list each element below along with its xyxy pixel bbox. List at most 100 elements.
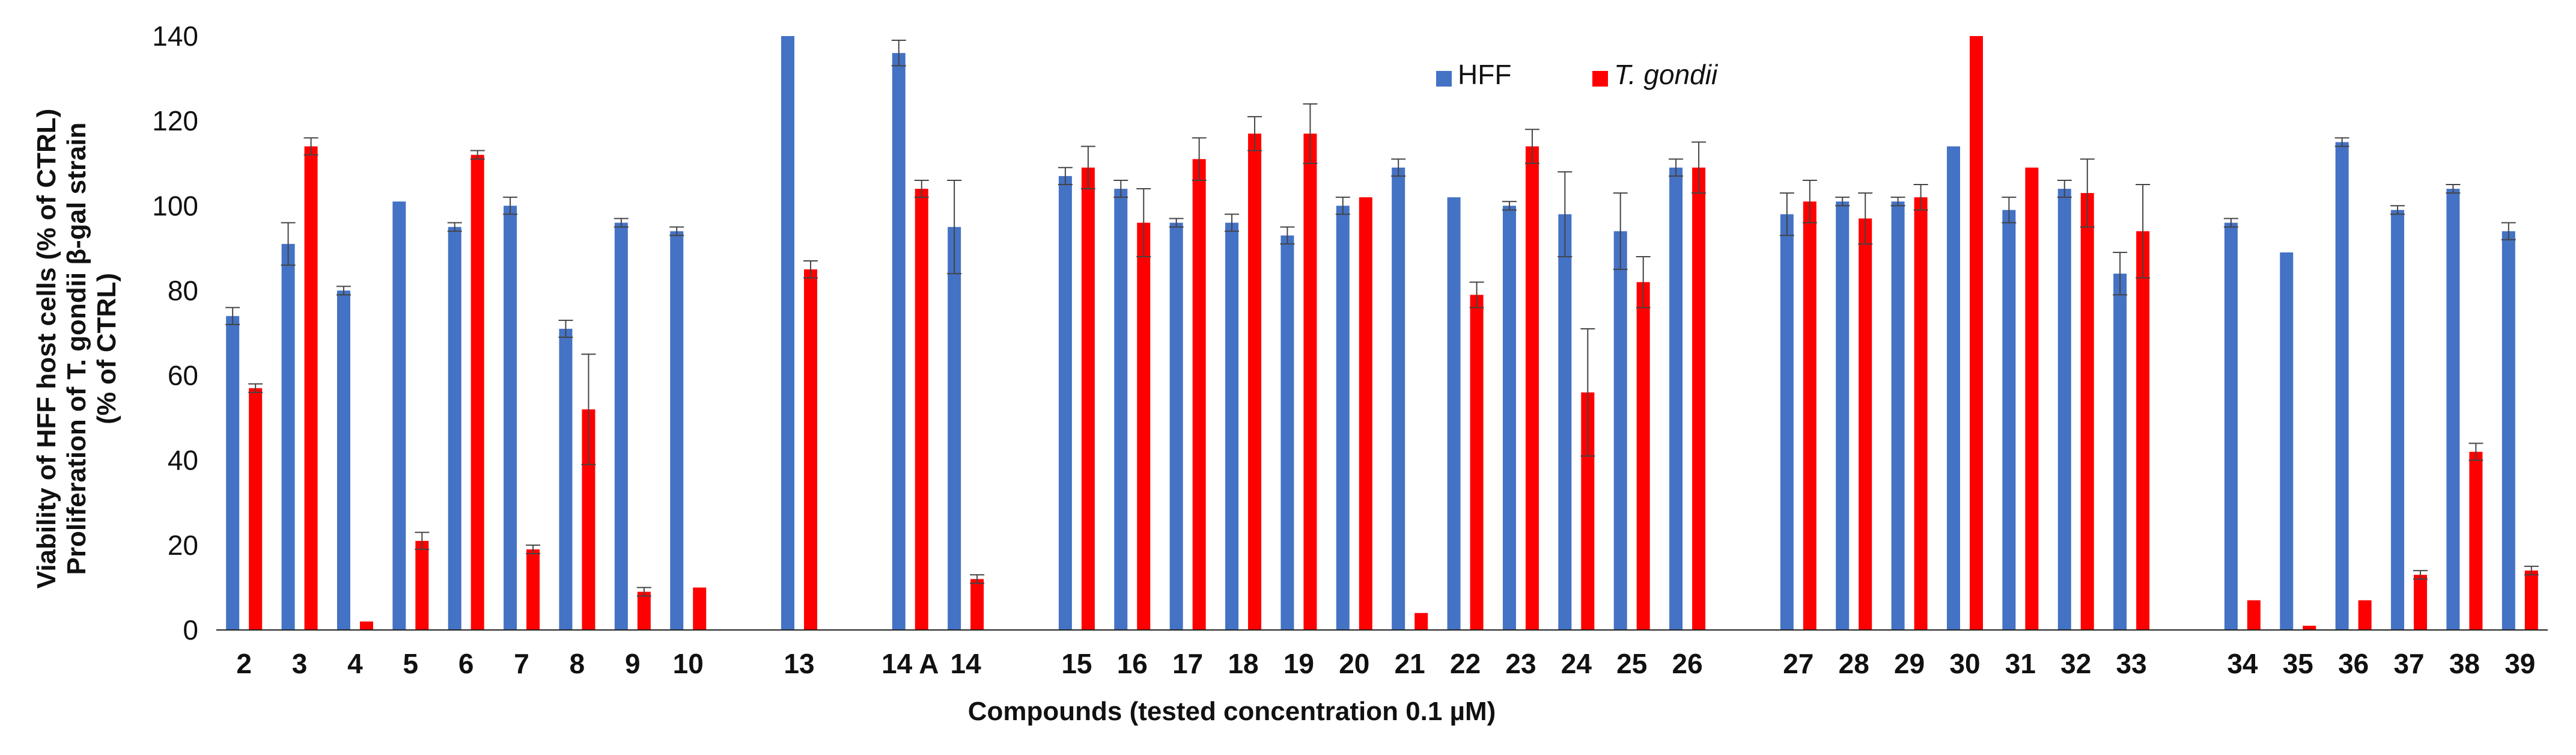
bar-hff bbox=[504, 206, 517, 630]
bar-t-gondii bbox=[2136, 231, 2150, 631]
error-bar bbox=[526, 544, 541, 554]
error-bar bbox=[1779, 192, 1794, 236]
error-bar bbox=[447, 222, 462, 232]
bar-hff bbox=[281, 243, 295, 630]
bar-t-gondii bbox=[2524, 570, 2538, 630]
x-tick-label: 38 bbox=[2449, 648, 2480, 679]
bar-hff bbox=[1058, 176, 1072, 630]
legend-label-hff: HFF bbox=[1458, 59, 1511, 90]
error-bar bbox=[281, 222, 296, 266]
bar-t-gondii bbox=[2469, 451, 2483, 630]
error-bar bbox=[2390, 205, 2405, 215]
error-bar bbox=[636, 587, 651, 597]
x-tick-label: 35 bbox=[2283, 648, 2313, 679]
x-tick-label: 15 bbox=[1061, 648, 1092, 679]
bar-hff bbox=[392, 201, 406, 630]
error-bar bbox=[1136, 188, 1151, 257]
error-bar bbox=[1303, 103, 1318, 164]
error-bar bbox=[1913, 184, 1928, 211]
error-bar bbox=[1113, 179, 1128, 198]
x-tick-label: 21 bbox=[1395, 648, 1425, 679]
x-tick-label: 39 bbox=[2504, 648, 2535, 679]
bar-hff bbox=[2002, 210, 2016, 630]
bar-t-gondii bbox=[1692, 167, 1706, 630]
error-bar bbox=[248, 383, 263, 393]
bar-t-gondii bbox=[1970, 36, 1983, 630]
bars bbox=[226, 36, 2538, 631]
bar-t-gondii bbox=[970, 579, 984, 630]
bar-t-gondii bbox=[1470, 295, 1484, 630]
error-bar bbox=[2002, 197, 2017, 224]
error-bar bbox=[914, 179, 929, 198]
y-tick-label: 120 bbox=[152, 105, 198, 136]
x-tick-label: 17 bbox=[1172, 648, 1203, 679]
bar-hff bbox=[1947, 146, 1960, 630]
legend: HFF T. gondii bbox=[1436, 59, 1719, 90]
y-tick-label: 40 bbox=[168, 445, 198, 476]
error-bar bbox=[947, 179, 962, 275]
error-bar bbox=[2223, 218, 2238, 228]
error-bar bbox=[2446, 184, 2461, 194]
legend-swatch-t-gondii bbox=[1592, 71, 1608, 87]
x-tick-label: 30 bbox=[1949, 648, 1980, 679]
x-tick-label: 14 A bbox=[882, 648, 939, 679]
error-bar bbox=[669, 226, 684, 236]
x-tick-label: 28 bbox=[1839, 648, 1869, 679]
x-tick-label: 33 bbox=[2116, 648, 2147, 679]
y-tick-label: 20 bbox=[168, 530, 198, 561]
error-bar bbox=[2080, 158, 2095, 228]
bar-t-gondii bbox=[2025, 167, 2039, 630]
bar-hff bbox=[2280, 252, 2294, 630]
legend-label-t-gondii: T. gondii bbox=[1614, 59, 1719, 90]
error-bar bbox=[1580, 328, 1595, 457]
bar-hff bbox=[1447, 197, 1461, 631]
error-bar bbox=[614, 218, 629, 228]
bar-hff bbox=[2446, 189, 2460, 630]
bar-t-gondii bbox=[2247, 600, 2261, 630]
error-bar bbox=[2057, 179, 2072, 198]
bar-hff bbox=[2501, 231, 2515, 631]
bar-t-gondii bbox=[637, 591, 651, 630]
bar-hff bbox=[670, 231, 684, 631]
x-tick-label: 7 bbox=[514, 648, 529, 679]
bar-t-gondii bbox=[1859, 218, 1872, 630]
bar-hff bbox=[1669, 167, 1683, 630]
x-tick-label: 9 bbox=[625, 648, 641, 679]
bar-hff bbox=[1114, 189, 1128, 630]
bar-hff bbox=[1280, 235, 1294, 631]
x-tick-label: 19 bbox=[1283, 648, 1314, 679]
y-axis-title: Viability of HFF host cells (% of CTRL) … bbox=[32, 109, 121, 589]
error-bar bbox=[1858, 192, 1873, 245]
error-bar bbox=[1225, 213, 1240, 232]
error-bar bbox=[1890, 197, 1905, 207]
y-axis-title-line-3: (% of CTRL) bbox=[92, 273, 121, 424]
x-axis-title: Compounds (tested concentration 0.1 µM) bbox=[968, 697, 1496, 726]
error-bar bbox=[336, 286, 351, 296]
y-tick-label: 0 bbox=[183, 614, 198, 646]
bar-hff bbox=[614, 222, 628, 630]
error-bar bbox=[1613, 192, 1628, 271]
bar-hff bbox=[226, 316, 240, 630]
x-tick-label: 20 bbox=[1339, 648, 1369, 679]
bar-t-gondii bbox=[249, 388, 263, 630]
error-bar bbox=[2501, 222, 2516, 240]
error-bar bbox=[2334, 137, 2349, 147]
bar-t-gondii bbox=[1581, 392, 1595, 630]
x-tick-label: 14 bbox=[951, 648, 982, 679]
bar-t-gondii bbox=[1414, 613, 1428, 630]
error-bars bbox=[225, 40, 2539, 597]
error-bar bbox=[2113, 251, 2128, 296]
error-bar bbox=[1469, 281, 1484, 308]
y-axis-ticks: 0 20 40 60 80 100 120 140 bbox=[152, 20, 198, 646]
bar-hff bbox=[2224, 222, 2238, 630]
x-tick-label: 36 bbox=[2338, 648, 2369, 679]
bar-hff bbox=[2391, 210, 2405, 630]
bar-t-gondii bbox=[1248, 133, 1262, 631]
bar-t-gondii bbox=[526, 549, 540, 630]
error-bar bbox=[503, 197, 518, 215]
error-bar bbox=[1080, 145, 1095, 190]
bar-hff bbox=[448, 227, 461, 631]
bar-hff bbox=[2113, 274, 2127, 630]
x-tick-label: 3 bbox=[292, 648, 308, 679]
